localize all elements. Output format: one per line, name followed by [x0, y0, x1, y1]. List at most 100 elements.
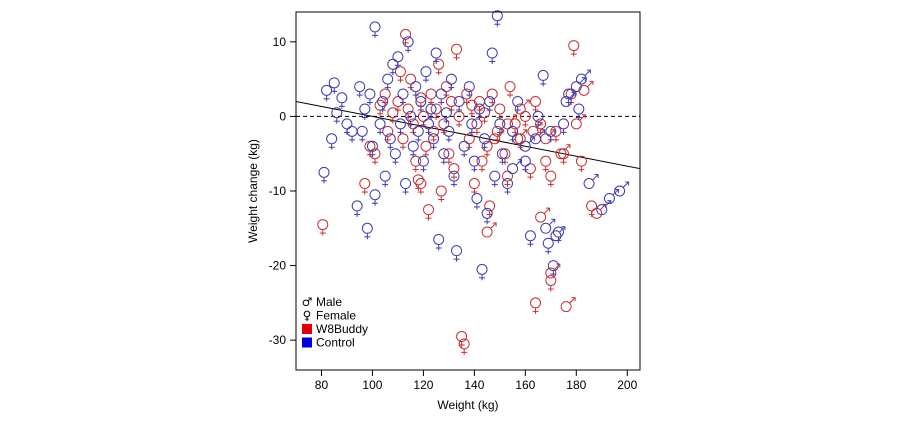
- data-point: [614, 181, 630, 197]
- data-point: [445, 96, 457, 113]
- data-point: [471, 192, 483, 210]
- data-point: [433, 58, 445, 76]
- male-arrow-shaft: [548, 129, 556, 136]
- data-point: [415, 178, 427, 195]
- legend-entry: ♂ Male: [302, 295, 343, 309]
- data-point: [369, 148, 381, 165]
- data-point: [570, 114, 586, 130]
- data-point: [501, 178, 513, 195]
- male-arrow-head: [525, 99, 530, 104]
- data-point: [392, 51, 404, 68]
- data-point: [440, 107, 452, 124]
- male-arrow-shaft: [528, 136, 535, 144]
- male-arrow-shaft: [569, 297, 576, 304]
- male-arrow-head: [492, 222, 497, 227]
- y-tick-label: 10: [273, 35, 287, 49]
- y-axis-title: Weight change (kg): [246, 139, 260, 243]
- data-point: [415, 96, 427, 113]
- data-point: [547, 260, 559, 277]
- data-point: [359, 103, 371, 120]
- data-point-circle: [603, 192, 615, 204]
- data-point: [514, 99, 530, 115]
- data-point: [407, 140, 419, 158]
- legend-entry: ♀ Female: [303, 309, 357, 323]
- data-point: [458, 338, 470, 355]
- male-arrow-shaft: [510, 114, 517, 121]
- male-arrow-shaft: [569, 92, 576, 99]
- male-arrow-head: [541, 129, 546, 134]
- data-point: [420, 140, 432, 158]
- data-point: [417, 155, 429, 173]
- data-point: [394, 118, 406, 135]
- legend-label: Male: [316, 295, 342, 309]
- data-point: [558, 148, 570, 165]
- data-point: [524, 230, 536, 247]
- data-point: [384, 133, 396, 150]
- data-point-circle: [519, 140, 531, 152]
- male-arrow-head: [571, 297, 576, 302]
- trend-line: [295, 101, 641, 170]
- y-tick-label: -10: [269, 184, 287, 198]
- male-arrow-head: [512, 114, 517, 119]
- data-point: [389, 148, 401, 165]
- data-point: [504, 81, 516, 98]
- data-point: [491, 10, 503, 27]
- data-point: [471, 118, 483, 135]
- male-arrow-shaft: [587, 80, 594, 88]
- male-arrow-head: [551, 129, 556, 134]
- data-point: [468, 178, 480, 195]
- male-arrow-head: [571, 92, 576, 96]
- male-arrow-shaft: [584, 69, 591, 76]
- data-point: [468, 155, 480, 173]
- data-point: [501, 114, 517, 130]
- male-arrow-shaft: [543, 207, 550, 214]
- female-symbol-icon: ♀: [303, 309, 312, 323]
- data-point: [519, 136, 535, 152]
- data-point: [507, 125, 519, 143]
- data-point-circle: [614, 185, 626, 197]
- legend-label: W8Buddy: [316, 322, 368, 336]
- data-point: [540, 155, 552, 173]
- x-tick-label: 80: [315, 378, 329, 392]
- data-point-circle: [596, 204, 608, 216]
- data-point: [530, 297, 542, 314]
- male-arrow-head: [556, 263, 561, 268]
- data-point: [364, 88, 376, 106]
- male-arrow-shaft: [579, 114, 586, 121]
- data-point: [400, 178, 412, 195]
- data-point: [425, 103, 437, 120]
- data-point: [494, 118, 506, 135]
- data-point: [326, 133, 338, 150]
- data-point: [507, 159, 523, 175]
- data-point: [537, 69, 549, 87]
- data-point: [558, 118, 570, 135]
- male-symbol-icon: ♂: [302, 295, 313, 309]
- reference-lines: [295, 101, 641, 170]
- data-point: [545, 275, 557, 292]
- y-tick-label: -30: [269, 333, 287, 347]
- male-arrow-shaft: [520, 129, 528, 136]
- data-point-circle: [550, 230, 562, 242]
- male-arrow-shaft: [592, 174, 599, 181]
- data-point-circle: [540, 222, 552, 234]
- data-point: [530, 96, 542, 113]
- male-arrow-head: [518, 159, 523, 164]
- male-arrow-head: [561, 226, 566, 231]
- data-point: [438, 148, 450, 165]
- data-point: [550, 226, 566, 242]
- data-point: [532, 110, 544, 128]
- data-point: [430, 47, 442, 65]
- data-point: [336, 92, 348, 109]
- male-arrow-shaft: [538, 129, 545, 136]
- male-arrow-head: [581, 114, 586, 119]
- data-point: [397, 133, 409, 150]
- data-point-circle: [481, 226, 493, 238]
- data-point: [512, 96, 524, 113]
- male-arrow-shaft: [523, 99, 530, 106]
- data-point-circle: [575, 73, 587, 85]
- data-point: [496, 148, 508, 165]
- male-arrow-head: [500, 129, 505, 134]
- data-point: [519, 110, 531, 128]
- data-point: [354, 81, 366, 98]
